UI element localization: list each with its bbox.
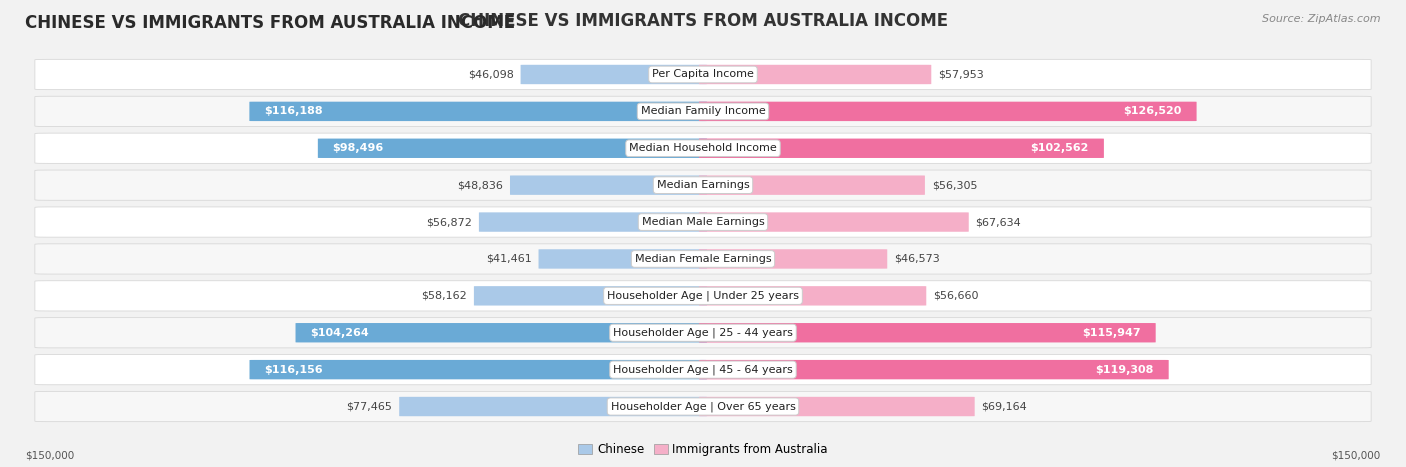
FancyBboxPatch shape: [35, 207, 1371, 237]
FancyBboxPatch shape: [295, 323, 707, 342]
FancyBboxPatch shape: [699, 397, 974, 416]
Text: Householder Age | 25 - 44 years: Householder Age | 25 - 44 years: [613, 327, 793, 338]
Text: Per Capita Income: Per Capita Income: [652, 70, 754, 79]
FancyBboxPatch shape: [35, 170, 1371, 200]
FancyBboxPatch shape: [520, 65, 707, 84]
FancyBboxPatch shape: [35, 133, 1371, 163]
FancyBboxPatch shape: [249, 360, 707, 379]
FancyBboxPatch shape: [35, 281, 1371, 311]
Text: Householder Age | Under 25 years: Householder Age | Under 25 years: [607, 290, 799, 301]
Text: $119,308: $119,308: [1095, 365, 1154, 375]
Text: Median Earnings: Median Earnings: [657, 180, 749, 190]
FancyBboxPatch shape: [510, 176, 707, 195]
FancyBboxPatch shape: [699, 323, 1156, 342]
Text: $48,836: $48,836: [457, 180, 503, 190]
FancyBboxPatch shape: [699, 65, 931, 84]
Text: Median Household Income: Median Household Income: [628, 143, 778, 153]
Text: Median Female Earnings: Median Female Earnings: [634, 254, 772, 264]
Legend: Chinese, Immigrants from Australia: Chinese, Immigrants from Australia: [574, 439, 832, 461]
Text: $58,162: $58,162: [422, 291, 467, 301]
FancyBboxPatch shape: [699, 176, 925, 195]
Text: $126,520: $126,520: [1123, 106, 1182, 116]
FancyBboxPatch shape: [479, 212, 707, 232]
Text: Householder Age | 45 - 64 years: Householder Age | 45 - 64 years: [613, 364, 793, 375]
Text: $67,634: $67,634: [976, 217, 1021, 227]
Text: $57,953: $57,953: [938, 70, 984, 79]
FancyBboxPatch shape: [35, 59, 1371, 90]
Text: $56,872: $56,872: [426, 217, 472, 227]
FancyBboxPatch shape: [699, 212, 969, 232]
FancyBboxPatch shape: [474, 286, 707, 305]
FancyBboxPatch shape: [699, 286, 927, 305]
Text: $116,156: $116,156: [264, 365, 323, 375]
Text: $77,465: $77,465: [347, 402, 392, 411]
FancyBboxPatch shape: [318, 139, 707, 158]
Text: Median Male Earnings: Median Male Earnings: [641, 217, 765, 227]
Text: $41,461: $41,461: [486, 254, 531, 264]
FancyBboxPatch shape: [35, 96, 1371, 127]
Text: Median Family Income: Median Family Income: [641, 106, 765, 116]
Text: Source: ZipAtlas.com: Source: ZipAtlas.com: [1263, 14, 1381, 24]
FancyBboxPatch shape: [249, 102, 707, 121]
Text: $46,098: $46,098: [468, 70, 513, 79]
FancyBboxPatch shape: [538, 249, 707, 269]
FancyBboxPatch shape: [35, 318, 1371, 348]
Text: CHINESE VS IMMIGRANTS FROM AUSTRALIA INCOME: CHINESE VS IMMIGRANTS FROM AUSTRALIA INC…: [458, 12, 948, 30]
Text: $150,000: $150,000: [25, 450, 75, 460]
Text: $69,164: $69,164: [981, 402, 1028, 411]
Text: $98,496: $98,496: [333, 143, 384, 153]
FancyBboxPatch shape: [699, 249, 887, 269]
Text: $115,947: $115,947: [1083, 328, 1140, 338]
Text: Householder Age | Over 65 years: Householder Age | Over 65 years: [610, 401, 796, 412]
FancyBboxPatch shape: [35, 391, 1371, 422]
FancyBboxPatch shape: [35, 244, 1371, 274]
Text: $46,573: $46,573: [894, 254, 939, 264]
FancyBboxPatch shape: [35, 354, 1371, 385]
Text: $116,188: $116,188: [264, 106, 323, 116]
Text: $104,264: $104,264: [311, 328, 370, 338]
Text: CHINESE VS IMMIGRANTS FROM AUSTRALIA INCOME: CHINESE VS IMMIGRANTS FROM AUSTRALIA INC…: [25, 14, 516, 32]
Text: $56,660: $56,660: [934, 291, 979, 301]
Text: $56,305: $56,305: [932, 180, 977, 190]
FancyBboxPatch shape: [699, 360, 1168, 379]
Text: $102,562: $102,562: [1031, 143, 1090, 153]
FancyBboxPatch shape: [699, 102, 1197, 121]
FancyBboxPatch shape: [399, 397, 707, 416]
Text: $150,000: $150,000: [1331, 450, 1381, 460]
FancyBboxPatch shape: [699, 139, 1104, 158]
